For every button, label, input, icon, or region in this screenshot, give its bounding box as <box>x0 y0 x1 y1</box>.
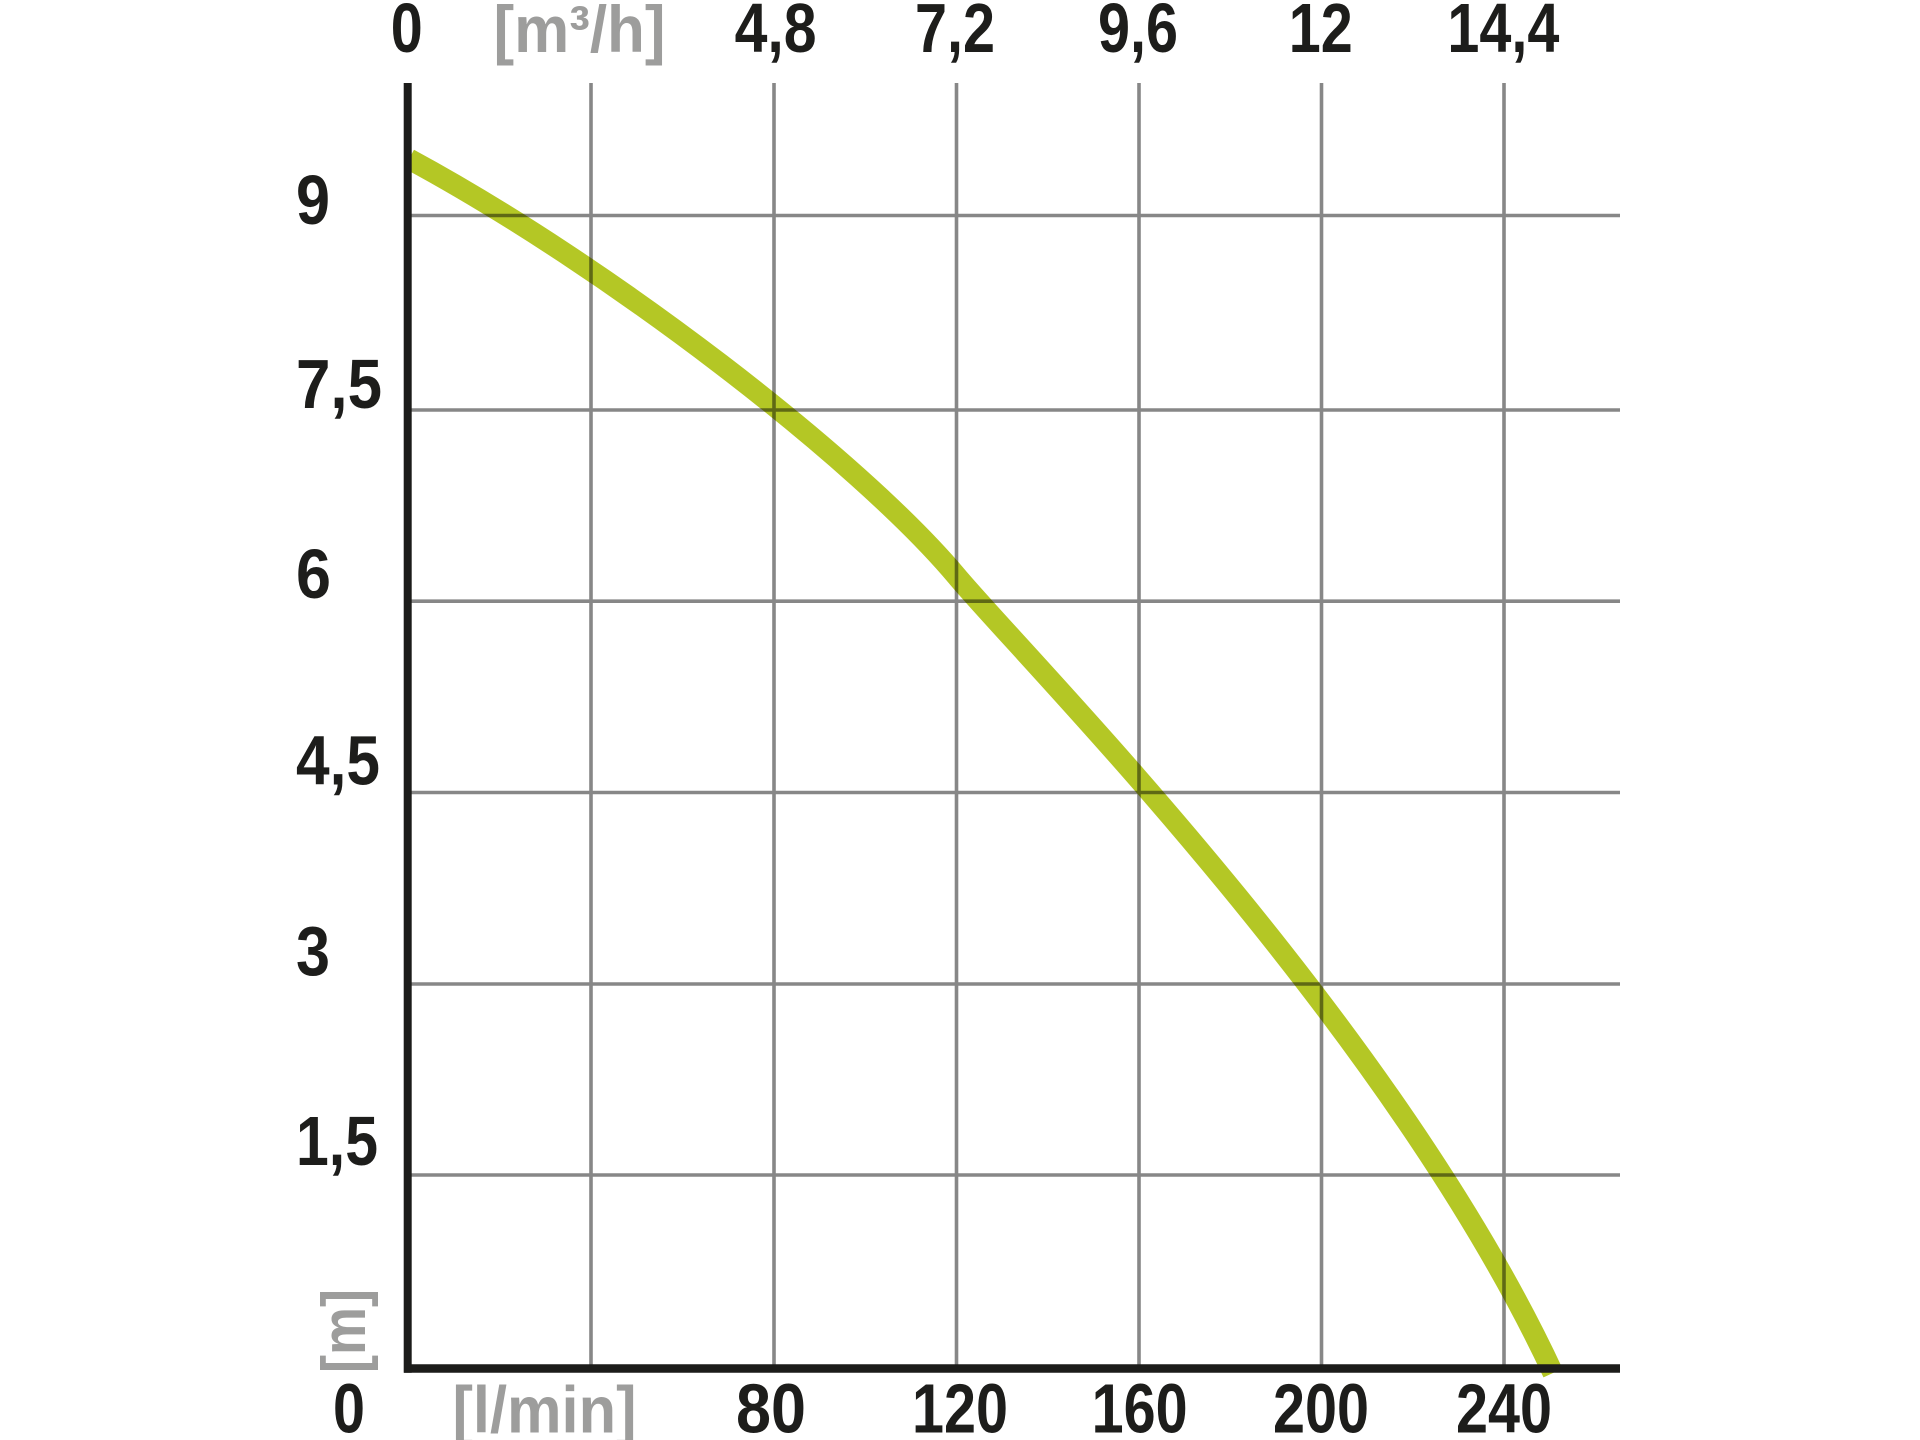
svg-text:200: 200 <box>1273 1370 1369 1440</box>
svg-text:6: 6 <box>296 535 331 613</box>
svg-text:0: 0 <box>391 0 423 67</box>
svg-text:120: 120 <box>912 1370 1008 1440</box>
svg-text:1,5: 1,5 <box>296 1102 378 1180</box>
svg-text:[l/min]: [l/min] <box>453 1373 637 1440</box>
svg-text:160: 160 <box>1092 1370 1188 1440</box>
svg-text:12: 12 <box>1289 0 1353 67</box>
svg-text:9,6: 9,6 <box>1098 0 1178 67</box>
svg-text:80: 80 <box>736 1370 806 1440</box>
svg-text:0: 0 <box>333 1370 365 1440</box>
svg-text:9: 9 <box>296 161 330 239</box>
svg-text:[m³/h]: [m³/h] <box>494 0 666 66</box>
svg-text:7,2: 7,2 <box>915 0 995 67</box>
svg-text:[m]: [m] <box>310 1289 379 1373</box>
svg-text:3: 3 <box>296 912 330 990</box>
svg-text:4,8: 4,8 <box>735 0 817 67</box>
svg-text:14,4: 14,4 <box>1447 0 1559 67</box>
svg-text:4,5: 4,5 <box>296 722 380 800</box>
svg-text:7,5: 7,5 <box>296 345 382 423</box>
svg-text:240: 240 <box>1456 1370 1552 1440</box>
